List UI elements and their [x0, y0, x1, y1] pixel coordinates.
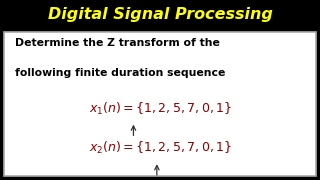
Text: $x_2(n) = \{1, 2, 5, 7, 0, 1\}$: $x_2(n) = \{1, 2, 5, 7, 0, 1\}$: [89, 140, 231, 156]
Text: $x_1(n) = \{1, 2, 5, 7, 0, 1\}$: $x_1(n) = \{1, 2, 5, 7, 0, 1\}$: [89, 101, 231, 117]
Text: Determine the Z transform of the: Determine the Z transform of the: [15, 38, 220, 48]
Text: Digital Signal Processing: Digital Signal Processing: [48, 7, 272, 22]
Text: following finite duration sequence: following finite duration sequence: [15, 68, 225, 78]
